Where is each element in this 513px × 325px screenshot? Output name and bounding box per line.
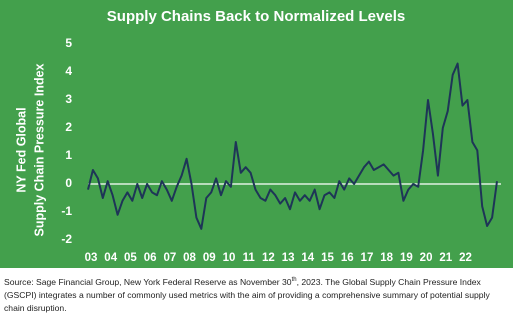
x-tick-label: 20 [420, 252, 433, 264]
x-tick-label: 18 [380, 252, 393, 264]
y-tick-label: -1 [61, 204, 72, 218]
x-tick-label: 05 [124, 252, 137, 264]
x-tick-label: 22 [459, 252, 472, 264]
x-tick-label: 04 [104, 252, 117, 264]
y-tick-label: 4 [65, 64, 72, 78]
y-tick-label: 5 [65, 36, 72, 50]
x-tick-label: 11 [243, 252, 256, 264]
y-tick-label: 2 [65, 120, 72, 134]
x-tick-label: 07 [163, 252, 176, 264]
x-tick-label: 15 [321, 252, 334, 264]
x-tick-label: 03 [85, 252, 98, 264]
chart-background [0, 0, 513, 268]
note-text: Source: Sage Financial Group, New York F… [4, 277, 292, 287]
y-axis-label: Supply Chain Pressure Index [32, 63, 46, 236]
source-note: Source: Sage Financial Group, New York F… [4, 276, 504, 315]
x-tick-label: 09 [203, 252, 216, 264]
note-superscript: th [291, 277, 297, 284]
x-tick-label: 19 [400, 252, 413, 264]
x-tick-label: 06 [144, 252, 157, 264]
chart-title: Supply Chains Back to Normalized Levels [107, 8, 405, 25]
data-line [87, 62, 498, 230]
chart: Supply Chains Back to Normalized Levels … [0, 0, 513, 268]
x-tick-label: 14 [301, 252, 314, 264]
y-tick-label: 0 [65, 176, 72, 190]
y-tick-label: -2 [61, 232, 72, 246]
y-axis-label: NY Fed Global [14, 107, 28, 192]
y-tick-label: 3 [65, 92, 72, 106]
y-tick-label: 1 [65, 148, 72, 162]
note-text: , 2023. The Global Supply Chain Pressure… [4, 277, 490, 313]
x-tick-label: 21 [439, 252, 452, 264]
x-tick-label: 13 [282, 252, 295, 264]
x-tick-label: 12 [262, 252, 275, 264]
x-tick-label: 16 [341, 252, 354, 264]
x-tick-label: 17 [361, 252, 374, 264]
x-tick-label: 10 [223, 252, 236, 264]
x-tick-label: 08 [183, 252, 196, 264]
